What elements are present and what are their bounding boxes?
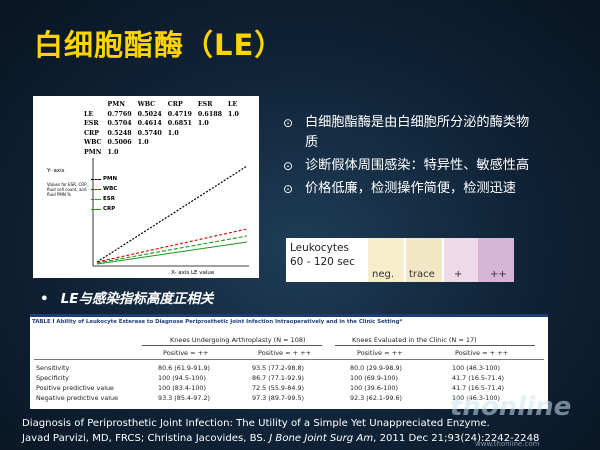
watermark-url: www.thonline.com [475, 440, 540, 448]
plot-legend: PMN WBC ESR CRP [91, 172, 117, 212]
correlation-table: PMN WBC CRP ESR LE LE 0.7769 0.5024 0.4719 0.6… [81, 100, 242, 157]
pmn-line [96, 165, 248, 263]
table-group-header: Knees Undergoing Arthroplasty (N = 108) [170, 336, 306, 344]
circle-dot-icon: ⊙ [283, 182, 294, 196]
table-subheader: Positive = + ++ [455, 349, 509, 357]
legend-item: WBC [91, 182, 117, 192]
legend-item: PMN [91, 172, 117, 182]
table-row: Sensitivity 80.6 (61.9-91.9) 93.5 (77.2-… [36, 364, 500, 372]
leukocyte-strip-chart: Leukocytes 60 - 120 sec neg. trace + ++ [286, 238, 514, 282]
strip-label: Leukocytes 60 - 120 sec [290, 242, 355, 268]
bullet-item: ⊙ 价格低廉，检测操作简便，检测迅速 [283, 179, 533, 199]
strip-pad-swatch [368, 238, 404, 282]
table-row: Positive predictive value 100 (83.4-100)… [36, 384, 505, 392]
y-axis-note: Values for ESR, CRP, fluid cell count, a… [47, 182, 88, 197]
corr-row: CRP 0.5248 0.5740 1.0 [84, 129, 179, 137]
legend-item: CRP [91, 202, 117, 212]
x-axis-label: X- axis LE value [171, 270, 215, 276]
table-subheader: Positive = + ++ [258, 349, 312, 357]
esr-line [96, 235, 248, 264]
table-rule [34, 359, 544, 360]
corr-row: WBC 0.5006 1.0 [84, 139, 149, 146]
correlation-plot [92, 158, 249, 267]
strip-pad-label: trace [409, 269, 435, 280]
corr-row: PMN 1.0 [84, 148, 119, 156]
strip-pad-swatch [406, 238, 442, 282]
bullet-dot-icon: • [40, 291, 49, 307]
table-row: Specificity 100 (94.5-100) 86.7 (77.1-92… [36, 374, 505, 382]
results-table: TABLE I Ability of Leukocyte Esterase to… [30, 314, 548, 409]
bullet-item: ⊙ 白细胞酯酶是由白细胞所分泌的酶类物质 [283, 115, 530, 150]
slide-title: 白细胞酯酶（LE） [34, 28, 285, 62]
crp-line [96, 241, 248, 265]
citation: Diagnosis of Periprosthetic Joint Infect… [22, 418, 540, 444]
table-subheader: Positive = ++ [163, 349, 209, 357]
strip-pad-label: + [454, 269, 463, 280]
circle-dot-icon: ⊙ [283, 116, 294, 130]
sub-bullet: • LE与感染指标高度正相关 [40, 291, 214, 307]
watermark-logo: thonline [450, 392, 572, 422]
strip-pad-swatch [478, 238, 514, 282]
group-rule [142, 345, 322, 346]
bullet-item: ⊙ 诊断假体周围感染：特异性、敏感性高 [283, 156, 533, 176]
wbc-line [96, 228, 248, 263]
group-rule [335, 345, 535, 346]
table-group-header: Knees Evaluated in the Clinic (N = 17) [352, 336, 477, 344]
table-row: Negative predictive value 93.3 (85.4-97.… [36, 394, 500, 402]
table-title: TABLE I Ability of Leukocyte Esterase to… [32, 319, 403, 325]
legend-item: ESR [91, 192, 117, 202]
circle-dot-icon: ⊙ [283, 159, 294, 173]
table-top-rule [30, 314, 548, 317]
y-axis-label: Y- axis [47, 168, 65, 174]
bullet-list: ⊙ 白细胞酯酶是由白细胞所分泌的酶类物质 ⊙ 诊断假体周围感染：特异性、敏感性高… [283, 113, 533, 202]
correlation-figure: PMN WBC CRP ESR LE LE 0.7769 0.5024 0.4719 0.6… [33, 96, 259, 278]
strip-pad-label: neg. [372, 269, 395, 280]
corr-row: ESR 0.5704 0.4614 0.6851 1.0 [84, 120, 209, 127]
corr-row: LE 0.7769 0.5024 0.4719 0.6188 1.0 [84, 110, 239, 118]
table-subheader: Positive = ++ [357, 349, 403, 357]
strip-pad-label: ++ [490, 269, 507, 280]
strip-pad-swatch [444, 238, 480, 282]
